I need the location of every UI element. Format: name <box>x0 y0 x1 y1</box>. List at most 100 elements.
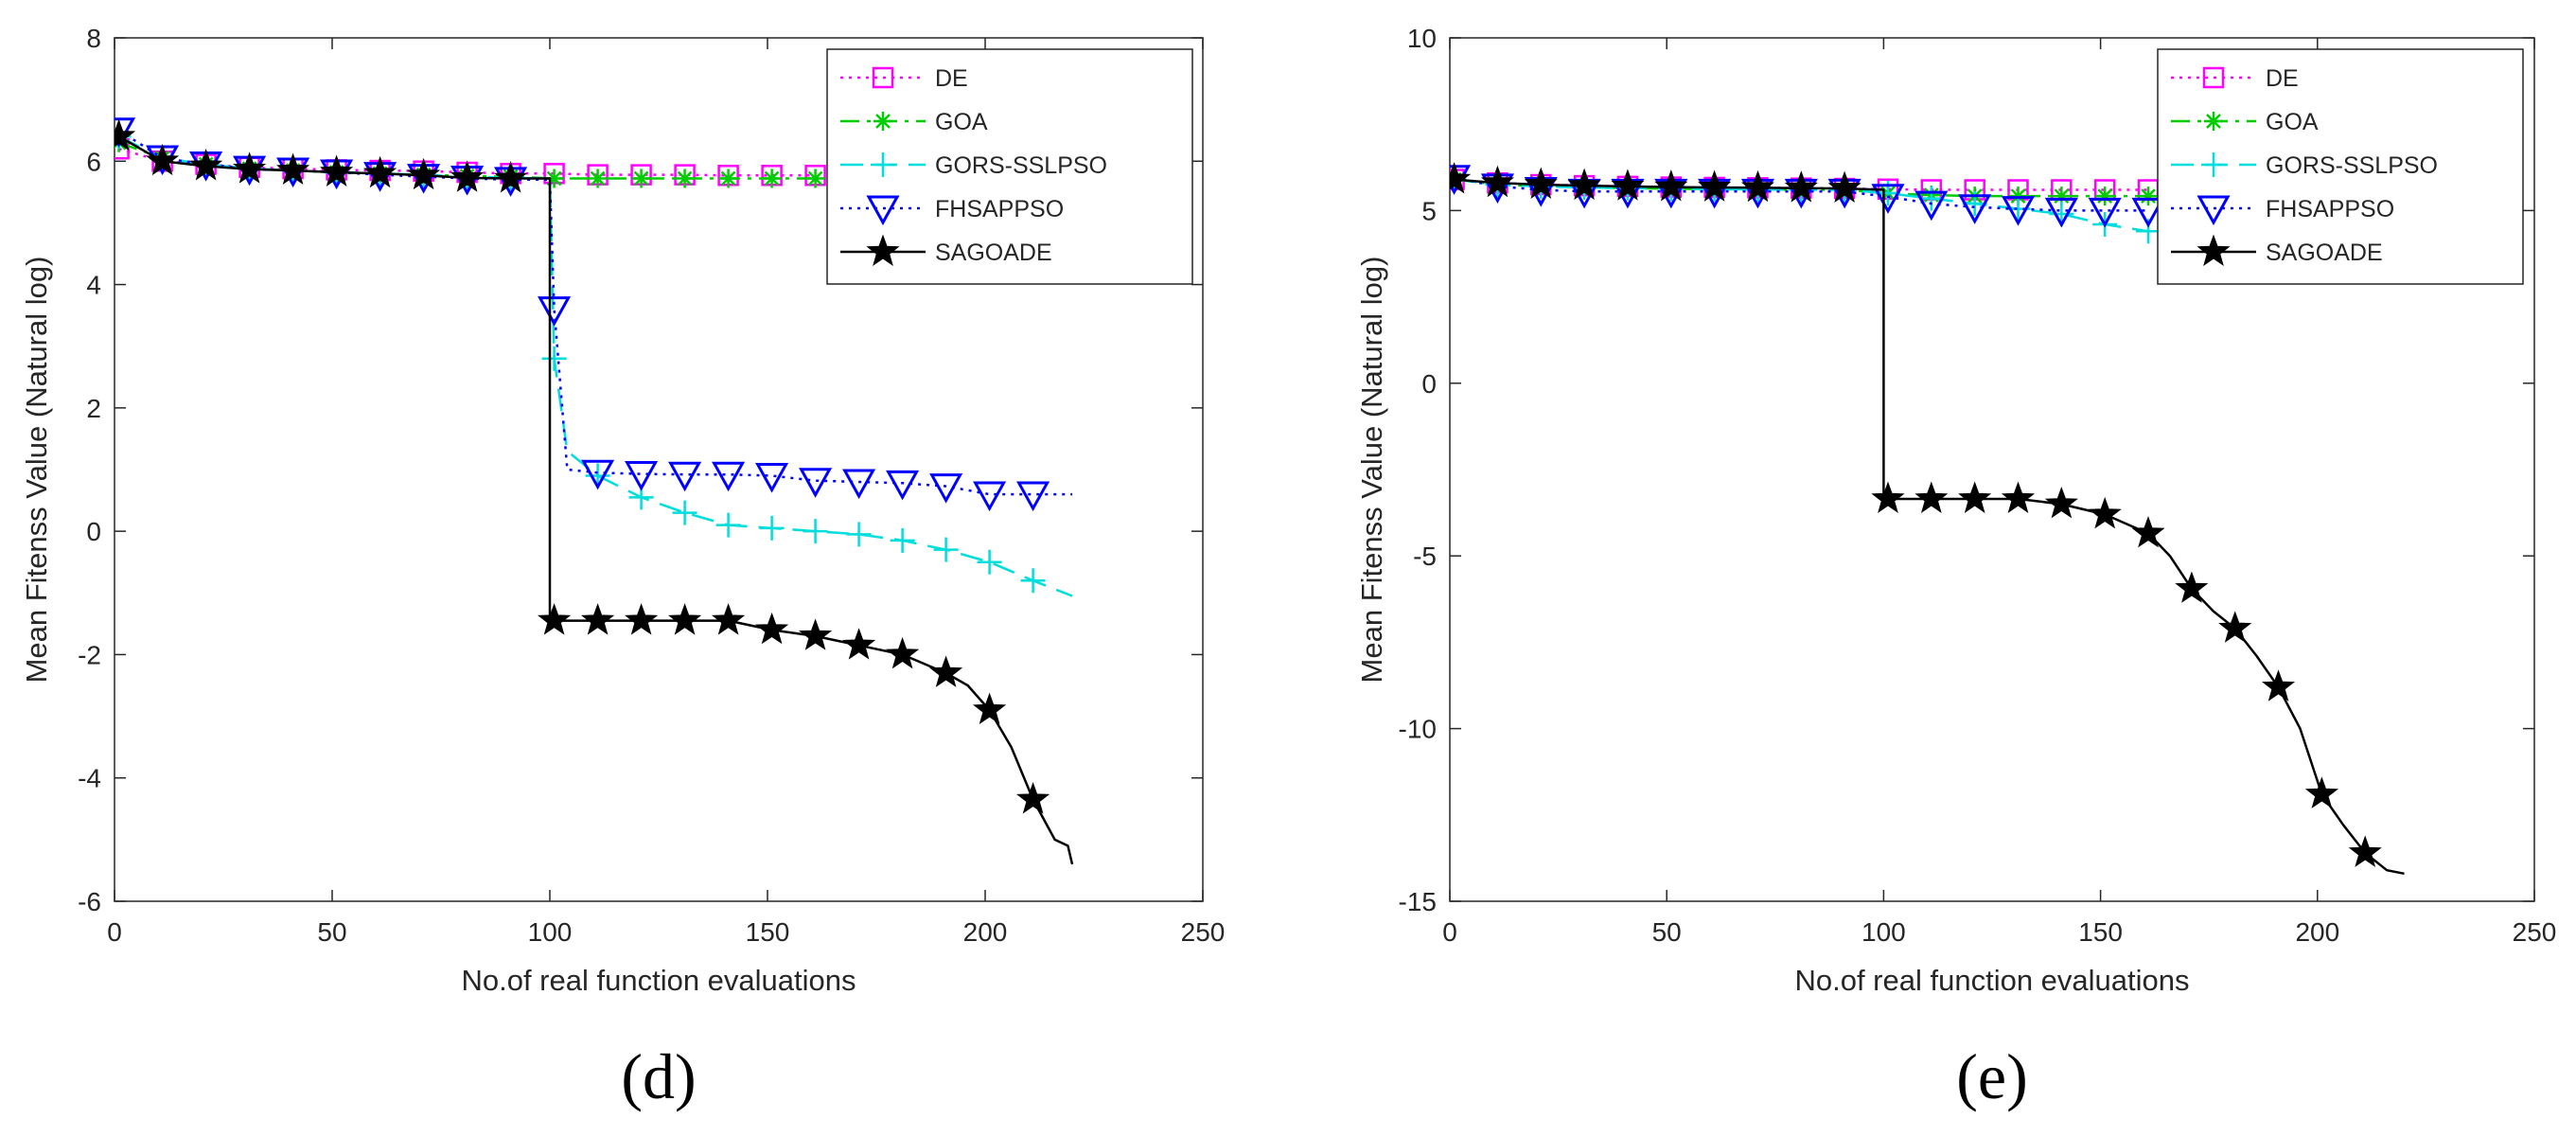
y-tick-label: 2 <box>86 394 101 423</box>
data-point <box>588 169 608 188</box>
data-point <box>2044 487 2078 519</box>
data-point <box>977 549 1002 575</box>
legend-marker <box>873 112 892 131</box>
data-point <box>1611 169 1645 201</box>
data-point <box>1871 184 1905 214</box>
x-tick-label: 50 <box>1652 917 1682 947</box>
legend-marker <box>2201 152 2226 177</box>
data-point <box>2131 516 2165 548</box>
legend: DE GOA GORS-SSLPSO FHSAPPSO SAGOADE <box>826 48 1193 285</box>
data-point <box>1567 168 1601 201</box>
data-point <box>538 296 572 327</box>
data-point <box>715 512 741 538</box>
data-point <box>1740 169 1774 203</box>
data-point <box>842 469 876 500</box>
data-point <box>494 161 528 193</box>
data-point <box>759 515 785 541</box>
legend-entry: FHSAPPSO <box>935 196 1064 222</box>
legend-entry: GORS-SSLPSO <box>935 152 1107 179</box>
data-point <box>1918 186 1944 211</box>
data-point <box>2001 196 2036 226</box>
x-tick-label: 250 <box>1181 917 1226 947</box>
data-point <box>450 160 485 192</box>
data-point <box>668 603 702 635</box>
data-point <box>1016 782 1050 814</box>
data-point <box>541 346 567 371</box>
legend-entry: GORS-SSLPSO <box>2266 152 2438 179</box>
data-point <box>1914 190 1949 222</box>
data-point <box>581 459 615 490</box>
x-tick-label: 0 <box>107 917 122 947</box>
data-point <box>2044 197 2078 228</box>
x-tick-label: 150 <box>2078 917 2123 947</box>
data-point <box>973 481 1007 512</box>
data-point <box>890 527 915 553</box>
legend: DE GOA GORS-SSLPSO FHSAPPSO SAGOADE <box>2157 48 2524 285</box>
data-point <box>1450 162 1472 194</box>
legend-entry: SAGOADE <box>2266 240 2383 266</box>
data-point <box>581 603 615 635</box>
legend-entry: GOA <box>2266 109 2319 135</box>
data-point <box>929 473 963 504</box>
data-point <box>2348 835 2382 867</box>
y-axis-label: Mean Fitenss Value (Natural log) <box>1355 257 1388 684</box>
data-point <box>1654 169 1688 202</box>
data-point <box>625 461 659 491</box>
data-point <box>146 143 180 176</box>
y-tick-label: 0 <box>1421 369 1437 399</box>
data-point <box>846 522 872 547</box>
y-tick-label: 4 <box>86 271 101 300</box>
series-line <box>1454 176 2148 212</box>
legend-marker <box>871 152 895 177</box>
data-point <box>799 618 833 650</box>
data-point <box>2304 776 2338 808</box>
data-point <box>1914 481 1949 513</box>
y-tick-label: -2 <box>78 640 101 669</box>
legend-marker <box>866 195 900 226</box>
data-point <box>1020 568 1046 594</box>
legend-marker <box>2202 66 2225 89</box>
data-point <box>625 603 659 635</box>
x-axis-label: No.of real function evaluations <box>461 964 856 997</box>
legend-entry: FHSAPPSO <box>2266 196 2394 222</box>
data-point <box>2131 197 2165 228</box>
data-point <box>363 155 397 188</box>
data-point <box>2001 481 2036 513</box>
legend-marker <box>866 234 900 266</box>
x-tick-label: 250 <box>2513 917 2557 947</box>
data-point <box>2262 669 2296 702</box>
y-tick-label: 6 <box>86 147 101 176</box>
data-point <box>675 169 695 188</box>
data-point <box>886 636 920 669</box>
data-point <box>799 468 833 498</box>
data-point <box>886 470 920 501</box>
data-point <box>803 519 828 544</box>
series-sagoade <box>1450 162 2405 876</box>
y-tick-label: -4 <box>78 764 101 793</box>
data-point <box>712 461 746 492</box>
data-point <box>538 603 572 635</box>
data-point <box>2095 187 2115 206</box>
series-line <box>117 129 1072 496</box>
x-tick-label: 50 <box>317 917 346 947</box>
legend-entry: DE <box>935 65 968 92</box>
data-point <box>2088 496 2122 529</box>
data-point <box>755 612 789 645</box>
y-tick-label: -10 <box>1399 715 1437 744</box>
data-point <box>1958 194 1992 224</box>
data-point <box>189 149 223 181</box>
series-fhsappso <box>115 117 1072 512</box>
data-point <box>2218 611 2252 643</box>
data-point <box>973 692 1007 724</box>
data-point <box>233 151 267 184</box>
chart-panel-d: 0 50 100 150 200 250 -6 -4 -2 0 2 4 6 8 No.of real fun… <box>20 24 1225 1112</box>
data-point <box>672 500 697 525</box>
data-point <box>1827 170 1861 203</box>
data-point <box>1524 167 1558 199</box>
data-point <box>2088 197 2122 228</box>
legend-entry: SAGOADE <box>935 240 1052 266</box>
legend-marker <box>2204 112 2223 131</box>
legend-marker <box>872 66 894 89</box>
data-point <box>2052 187 2072 206</box>
